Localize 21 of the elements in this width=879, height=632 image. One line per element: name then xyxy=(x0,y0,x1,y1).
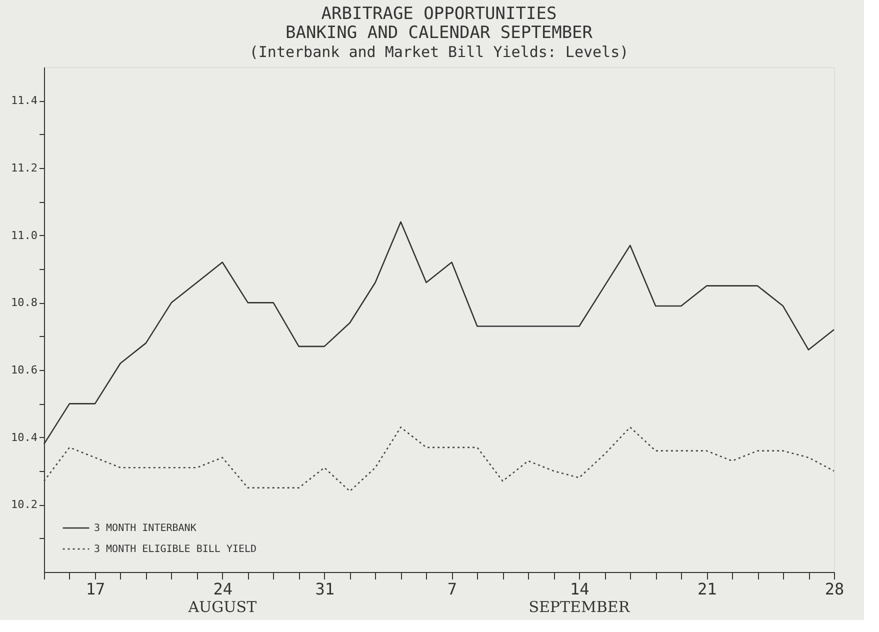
text: AUGUST xyxy=(187,598,257,616)
x-tick-label: 31 xyxy=(315,580,334,598)
y-tick-label: 10.8 xyxy=(11,296,38,310)
legend-label: 3 MONTH INTERBANK xyxy=(94,523,196,534)
y-tick-label: 11.4 xyxy=(11,94,38,108)
y-tick-label: 10.6 xyxy=(11,364,38,376)
x-tick-label: 28 xyxy=(824,580,844,598)
line-series xyxy=(43,426,835,492)
chart-subtitle: (Interbank and Market Bill Yields: Levels) xyxy=(249,43,629,61)
y-tick-label: 10.2 xyxy=(11,498,38,512)
x-tick-label: 24 xyxy=(213,580,233,598)
x-tick-label: 21 xyxy=(697,580,717,598)
y-tick-label: 11.0 xyxy=(11,228,38,242)
y-tick-label: 11.2 xyxy=(11,162,38,174)
x-tick-label: 14 xyxy=(570,580,590,598)
x-tick-label: 17 xyxy=(86,580,106,598)
x-tick-label: 7 xyxy=(447,580,458,598)
legend-label: 3 MONTH ELIGIBLE BILL YIELD xyxy=(94,544,257,555)
y-tick-label: 10.4 xyxy=(11,430,38,444)
text: SEPTEMBER xyxy=(528,598,630,616)
chart-title: ARBITRAGE OPPORTUNITIES BANKING AND CALENDAR SEPTEMBER xyxy=(285,4,594,43)
